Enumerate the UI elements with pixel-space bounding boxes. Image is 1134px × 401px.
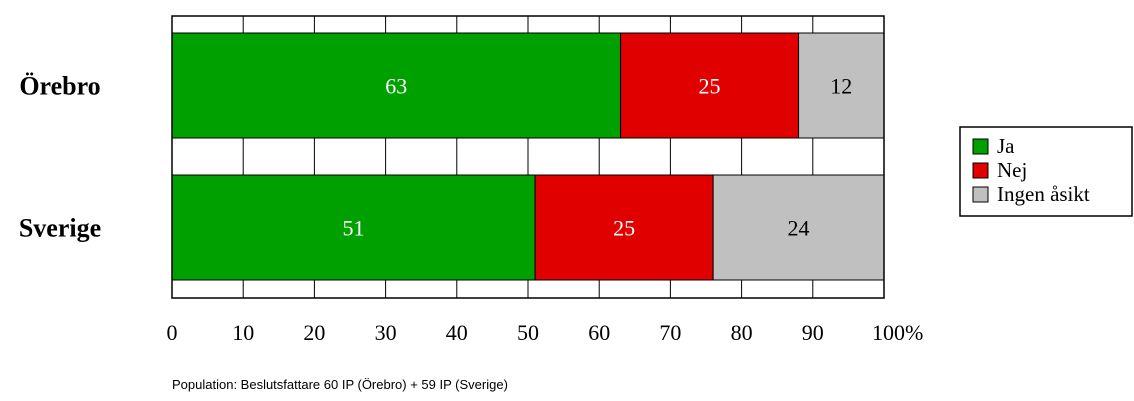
plot-area: 63 25 12 Örebro 51 25 24 Sverige 0 10 20 30 40 50 60 70… — [19, 15, 923, 345]
data-label: 51 — [343, 216, 365, 241]
bar-nej-orebro — [620, 32, 800, 139]
x-tick-label: 100% — [872, 320, 923, 345]
data-label: 25 — [699, 74, 721, 99]
x-tick-label: 40 — [446, 320, 468, 345]
bar-nej-sverige — [534, 174, 714, 281]
plot-frame — [171, 15, 885, 299]
data-label: 25 — [613, 216, 635, 241]
x-tick-label: 20 — [303, 320, 325, 345]
bar-ingen-asikt-sverige — [712, 174, 885, 281]
x-tick-label: 70 — [659, 320, 681, 345]
data-label: 12 — [830, 74, 852, 99]
legend-swatch-nej — [972, 162, 989, 179]
x-tick-label: 10 — [232, 320, 254, 345]
x-tick-label: 90 — [802, 320, 824, 345]
category-label-orebro: Örebro — [19, 72, 100, 101]
legend-label-ja: Ja — [997, 134, 1015, 158]
bar-ingen-asikt-orebro — [798, 32, 885, 139]
bar-ja-orebro — [171, 32, 622, 139]
x-tick-label: 0 — [167, 320, 178, 345]
legend-swatch-ja — [972, 138, 989, 155]
legend-swatch-ingen-asikt — [972, 186, 989, 203]
legend-box — [959, 126, 1133, 217]
footnote: Population: Beslutsfattare 60 IP (Örebro… — [172, 377, 508, 392]
x-tick-label: 50 — [517, 320, 539, 345]
data-label: 63 — [385, 74, 407, 99]
x-tick-label: 30 — [375, 320, 397, 345]
category-label-sverige: Sverige — [19, 214, 101, 243]
x-tick-label: 60 — [588, 320, 610, 345]
x-tick-label: 80 — [731, 320, 753, 345]
data-label: 24 — [788, 216, 810, 241]
legend-label-nej: Nej — [997, 158, 1027, 182]
legend-label-ingen-asikt: Ingen åsikt — [997, 182, 1090, 206]
bar-ja-sverige — [171, 174, 536, 281]
